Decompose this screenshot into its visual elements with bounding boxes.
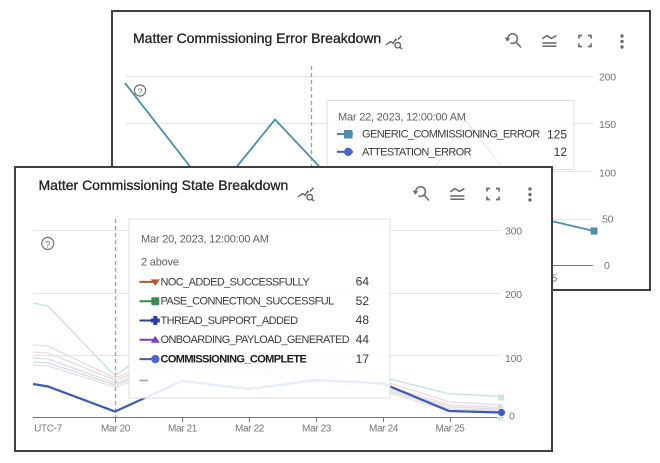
svg-text:0: 0 xyxy=(604,260,610,272)
svg-text:Mar 21: Mar 21 xyxy=(168,424,198,435)
svg-text:100: 100 xyxy=(505,353,522,365)
svg-text:ONBOARDING_PAYLOAD_GENERATED: ONBOARDING_PAYLOAD_GENERATED xyxy=(161,334,350,346)
svg-text:GENERIC_COMMISSIONING_ERROR: GENERIC_COMMISSIONING_ERROR xyxy=(362,129,540,141)
svg-text:Mar 24: Mar 24 xyxy=(369,424,399,435)
svg-text:Mar 25: Mar 25 xyxy=(435,424,465,435)
svg-text:Mar 23: Mar 23 xyxy=(302,424,332,435)
svg-text:64: 64 xyxy=(356,275,370,289)
svg-text:Mar 20, 2023, 12:00:00 AM: Mar 20, 2023, 12:00:00 AM xyxy=(141,233,269,245)
svg-text:?: ? xyxy=(45,239,50,249)
svg-text:12: 12 xyxy=(554,145,568,159)
svg-text:150: 150 xyxy=(599,119,616,131)
svg-text:PASE_CONNECTION_SUCCESSFUL: PASE_CONNECTION_SUCCESSFUL xyxy=(161,296,335,308)
svg-text:THREAD_SUPPORT_ADDED: THREAD_SUPPORT_ADDED xyxy=(161,315,299,327)
svg-text:52: 52 xyxy=(356,294,370,308)
svg-text:?: ? xyxy=(138,86,143,96)
svg-text:0: 0 xyxy=(509,410,515,422)
svg-text:300: 300 xyxy=(505,225,522,237)
svg-text:200: 200 xyxy=(505,289,522,301)
svg-text:ATTESTATION_ERROR: ATTESTATION_ERROR xyxy=(362,147,472,159)
svg-text:125: 125 xyxy=(547,127,567,141)
svg-text:2 above: 2 above xyxy=(141,256,179,268)
svg-text:44: 44 xyxy=(356,333,370,347)
svg-text:50: 50 xyxy=(602,214,614,226)
svg-text:48: 48 xyxy=(356,313,370,327)
svg-text:200: 200 xyxy=(599,71,616,83)
svg-text:17: 17 xyxy=(356,352,370,366)
svg-text:Mar 20: Mar 20 xyxy=(101,424,131,435)
svg-text:Mar 22, 2023, 12:00:00 AM: Mar 22, 2023, 12:00:00 AM xyxy=(338,112,466,124)
svg-text:UTC-7: UTC-7 xyxy=(34,424,62,435)
svg-text:Mar 22: Mar 22 xyxy=(235,424,265,435)
svg-text:COMMISSIONING_COMPLETE: COMMISSIONING_COMPLETE xyxy=(161,354,307,366)
svg-text:100: 100 xyxy=(599,167,616,179)
svg-text:NOC_ADDED_SUCCESSFULLY: NOC_ADDED_SUCCESSFULLY xyxy=(161,276,311,288)
